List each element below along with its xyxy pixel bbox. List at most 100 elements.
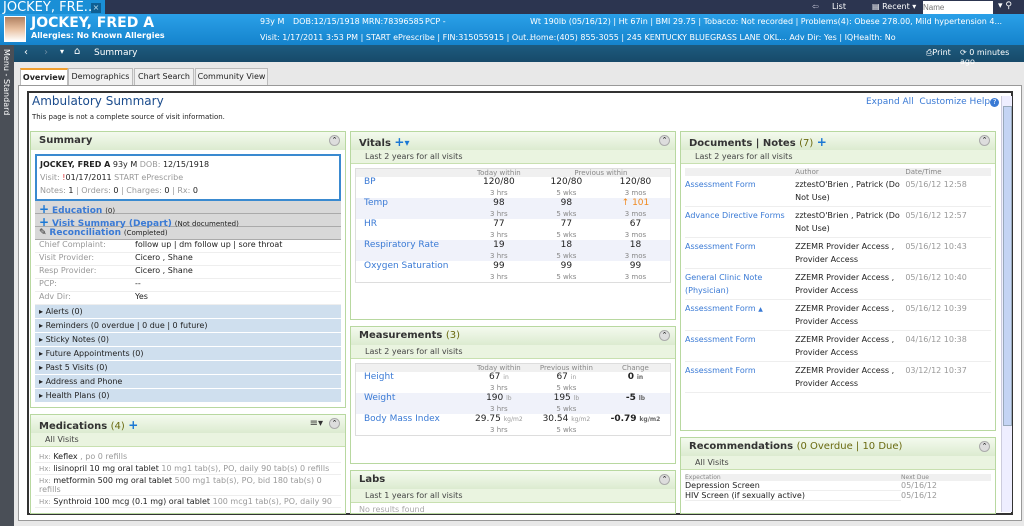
measurement-within-row: 3 hrs 5 wks: [356, 424, 670, 435]
vital-name[interactable]: Respiratory Rate: [356, 240, 466, 250]
help-icon[interactable]: ?: [990, 98, 1000, 107]
expand-icon[interactable]: ▸: [39, 349, 44, 358]
collapse-icon[interactable]: ⌃: [659, 135, 670, 146]
section-label: Sticky Notes (0): [45, 335, 110, 344]
reconciliation-link[interactable]: Reconciliation: [49, 228, 122, 238]
collapse-icon[interactable]: ⌃: [329, 135, 340, 146]
document-link[interactable]: General Clinic Note (Physician): [685, 268, 796, 300]
medication-item[interactable]: Hx: Synthroid 100 mcg (0.1 mg) oral tabl…: [35, 496, 341, 508]
vital-name[interactable]: Oxygen Saturation: [364, 261, 449, 271]
list-button[interactable]: List: [832, 2, 846, 11]
within: 3 hrs: [490, 188, 508, 197]
vital-row: Oxygen Saturation 99 99 99: [356, 261, 670, 271]
dropdown-icon[interactable]: ▾: [404, 138, 410, 149]
tab-community-view[interactable]: Community View: [195, 68, 268, 86]
tab-overview[interactable]: Overview: [20, 68, 68, 86]
forward-icon[interactable]: ›: [44, 47, 48, 58]
summary-section[interactable]: ▸ Alerts (0): [35, 305, 341, 319]
menu-strip[interactable]: Menu - Standard: [0, 45, 14, 526]
add-vitals-icon[interactable]: +: [394, 135, 405, 149]
back-list-icon[interactable]: ⇦: [812, 2, 819, 11]
menu-icon[interactable]: ≡▾: [309, 418, 323, 429]
visit-summary-row[interactable]: + Visit Summary (Depart) (Not documented…: [35, 214, 341, 229]
expand-icon[interactable]: ▸: [39, 307, 44, 316]
refresh-label: 0 minutes ago: [960, 48, 1010, 66]
orders-label: Orders:: [81, 186, 111, 195]
document-name: Assessment Form: [685, 180, 756, 189]
history-dropdown-icon[interactable]: ▾: [60, 47, 65, 56]
education-link[interactable]: Education: [51, 206, 103, 216]
expand-icon[interactable]: ▸: [39, 377, 44, 386]
summary-section[interactable]: ▸ Past 5 Visits (0): [35, 361, 341, 375]
document-link[interactable]: Assessment Form: [685, 361, 796, 393]
recommendations-panel: Recommendations (0 Overdue | 10 Due) ⌃ Al…: [680, 437, 996, 514]
reconciliation-row[interactable]: ✎ Reconciliation (Completed): [35, 227, 341, 240]
vital-name[interactable]: BP: [364, 177, 376, 187]
expand-icon[interactable]: ▸: [39, 391, 44, 400]
add-medication-icon[interactable]: +: [128, 418, 139, 432]
tab-chart-search[interactable]: Chart Search: [134, 68, 194, 86]
documents-title: Documents | Notes: [689, 138, 796, 149]
summary-section[interactable]: ▸ Sticky Notes (0): [35, 333, 341, 347]
refresh-button[interactable]: ⟳ 0 minutes ago: [960, 48, 1024, 66]
recent-button[interactable]: ▤ Recent ▾: [872, 2, 917, 11]
expand-icon[interactable]: ▸: [39, 363, 44, 372]
close-icon[interactable]: ×: [91, 3, 101, 13]
add-document-icon[interactable]: +: [816, 135, 827, 149]
measurement-name[interactable]: Weight: [356, 393, 466, 403]
medication-name: lisinopril 10 mg oral tablet: [53, 464, 159, 473]
measurement-name[interactable]: Body Mass Index: [364, 414, 440, 424]
help-link[interactable]: Help: [969, 97, 991, 107]
unit: lb: [638, 395, 646, 402]
document-author: ZZEMR Provider Access , Provider Access: [795, 361, 906, 393]
document-name: Assessment Form: [685, 335, 756, 344]
education-row[interactable]: + Education (0): [35, 201, 341, 216]
medication-item[interactable]: Hx: metformin 500 mg oral tablet 500 mg1…: [35, 475, 341, 496]
vital-prev2: ↑ 101: [600, 198, 670, 208]
recommendation-row: HIV Screen (if sexually active) 05/16/12: [685, 490, 991, 501]
summary-section[interactable]: ▸ Address and Phone: [35, 375, 341, 389]
summary-section[interactable]: ▸ Future Appointments (0): [35, 347, 341, 361]
document-link[interactable]: Assessment Form ▲: [685, 299, 796, 331]
back-icon[interactable]: ‹: [24, 47, 28, 58]
customize-link[interactable]: Customize: [919, 97, 967, 107]
tab-demographics[interactable]: Demographics: [68, 68, 133, 86]
document-link[interactable]: Assessment Form: [685, 176, 796, 207]
document-link[interactable]: Advance Directive Forms: [685, 206, 796, 238]
document-link[interactable]: Assessment Form: [685, 330, 796, 362]
vertical-scrollbar[interactable]: [1001, 96, 1012, 512]
search-icon[interactable]: ▾ ⚲: [998, 1, 1012, 11]
within: 3 hrs: [490, 383, 508, 392]
medication-item[interactable]: Hx: lisinopril 10 mg oral tablet 10 mg1 …: [35, 463, 341, 475]
patient-tab[interactable]: JOCKEY, FRE... ×: [0, 0, 105, 16]
card-agesex: 93y M: [112, 160, 138, 169]
plus-icon[interactable]: +: [39, 215, 50, 229]
hx-label: Hx:: [39, 465, 51, 473]
expand-all-link[interactable]: Expand All: [866, 97, 914, 107]
medication-item[interactable]: Hx: Keflex , po 0 refills: [35, 451, 341, 463]
collapse-icon[interactable]: ⌃: [659, 474, 670, 485]
expand-icon[interactable]: ▸: [39, 335, 44, 344]
measurement-name[interactable]: Height: [364, 372, 394, 382]
expand-icon[interactable]: ▸: [39, 321, 44, 330]
vital-name[interactable]: HR: [364, 219, 378, 229]
print-button[interactable]: ⎙Print: [926, 48, 951, 58]
vital-name[interactable]: Temp: [356, 198, 466, 208]
patient-search-input[interactable]: [923, 1, 993, 14]
vital-prev2-value: 99: [629, 261, 642, 271]
collapse-icon[interactable]: ⌃: [979, 441, 990, 452]
section-label: Address and Phone: [45, 377, 123, 386]
documents-panel: Documents | Notes (7) + ⌃ Last 2 years fo…: [680, 131, 996, 431]
summary-section[interactable]: ▸ Health Plans (0): [35, 389, 341, 403]
collapse-icon[interactable]: ⌃: [329, 418, 340, 429]
visit-card[interactable]: JOCKEY, FRED A 93y M DOB: 12/15/1918 Vis…: [35, 154, 341, 201]
rx-label: Rx:: [177, 186, 191, 195]
home-icon[interactable]: ⌂: [74, 46, 81, 57]
scrollbar-thumb[interactable]: [1003, 106, 1012, 426]
plus-icon[interactable]: +: [39, 202, 50, 216]
visit-summary-link[interactable]: Visit Summary (Depart): [51, 219, 172, 229]
summary-section[interactable]: ▸ Reminders (0 overdue | 0 due | 0 futur…: [35, 319, 341, 333]
collapse-icon[interactable]: ⌃: [659, 330, 670, 341]
collapse-icon[interactable]: ⌃: [979, 135, 990, 146]
document-link[interactable]: Assessment Form: [685, 237, 796, 269]
